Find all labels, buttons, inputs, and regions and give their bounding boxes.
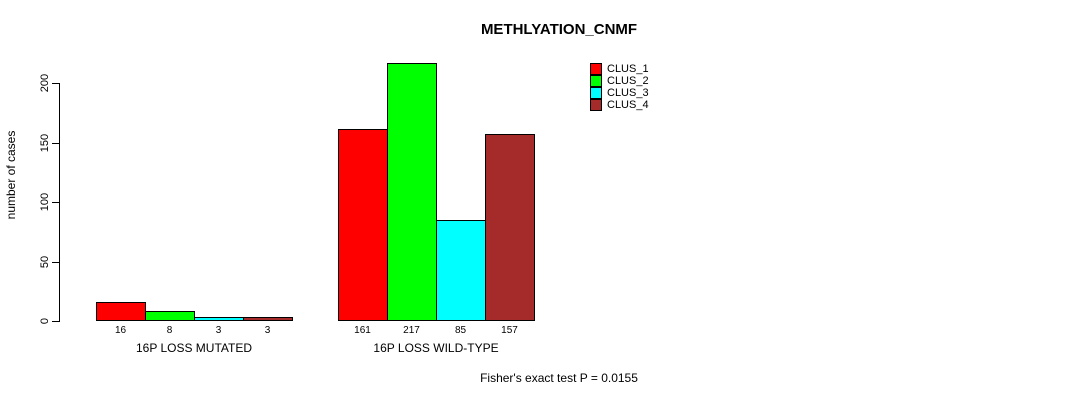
legend-label: CLUS_2 bbox=[607, 75, 649, 87]
legend-item-clus_3: CLUS_3 bbox=[590, 87, 649, 99]
legend-label: CLUS_3 bbox=[607, 87, 649, 99]
bar-clus_1-group2 bbox=[338, 129, 388, 321]
legend-item-clus_1: CLUS_1 bbox=[590, 63, 649, 75]
legend-swatch-icon bbox=[590, 99, 602, 111]
y-axis-title: number of cases bbox=[4, 130, 18, 220]
legend-label: CLUS_1 bbox=[607, 63, 649, 75]
chart-title: METHLYATION_CNMF bbox=[480, 21, 638, 38]
y-tick-label: 100 bbox=[39, 192, 51, 212]
category-label: 16P LOSS MUTATED bbox=[135, 341, 253, 355]
legend-swatch-icon bbox=[590, 75, 602, 87]
legend-item-clus_2: CLUS_2 bbox=[590, 75, 649, 87]
legend-swatch-icon bbox=[590, 87, 602, 99]
y-tick bbox=[52, 262, 59, 263]
legend-swatch-icon bbox=[590, 63, 602, 75]
bar-value-label: 16 bbox=[114, 325, 127, 336]
bar-clus_2-group1 bbox=[145, 311, 195, 321]
y-tick-label: 200 bbox=[39, 73, 51, 93]
bar-value-label: 217 bbox=[403, 325, 420, 336]
bar-value-label: 85 bbox=[454, 325, 467, 336]
y-tick-label: 50 bbox=[39, 255, 51, 269]
legend: CLUS_1 CLUS_2 CLUS_3 CLUS_4 bbox=[590, 63, 649, 111]
y-tick bbox=[52, 321, 59, 322]
y-axis-line bbox=[59, 83, 60, 322]
bar-clus_4-group2 bbox=[485, 134, 535, 321]
legend-item-clus_4: CLUS_4 bbox=[590, 99, 649, 111]
bar-clus_2-group2 bbox=[387, 63, 437, 321]
bar-value-label: 3 bbox=[264, 325, 271, 336]
bar-value-label: 8 bbox=[166, 325, 173, 336]
bar-clus_1-group1 bbox=[96, 302, 146, 321]
bar-value-label: 157 bbox=[501, 325, 518, 336]
y-tick-label: 0 bbox=[39, 317, 51, 325]
y-tick bbox=[52, 83, 59, 84]
y-tick-label: 150 bbox=[39, 133, 51, 153]
bar-clus_4-group1 bbox=[243, 317, 293, 321]
bar-clus_3-group2 bbox=[436, 220, 486, 321]
y-tick bbox=[52, 202, 59, 203]
bar-value-label: 161 bbox=[354, 325, 371, 336]
category-label: 16P LOSS WILD-TYPE bbox=[373, 341, 499, 355]
bar-value-label: 3 bbox=[215, 325, 222, 336]
y-tick bbox=[52, 143, 59, 144]
fisher-test-annotation: Fisher's exact test P = 0.0155 bbox=[480, 371, 638, 385]
legend-label: CLUS_4 bbox=[607, 99, 649, 111]
bar-clus_3-group1 bbox=[194, 317, 244, 321]
